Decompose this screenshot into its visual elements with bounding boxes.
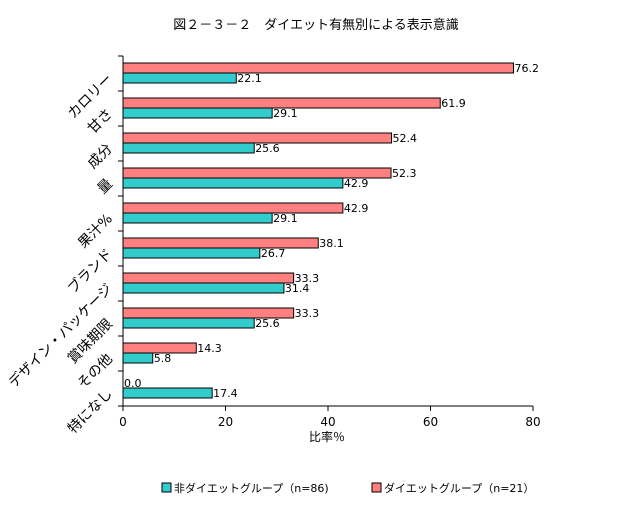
data-label: 42.9 xyxy=(344,177,369,190)
bar xyxy=(122,247,261,259)
legend: 非ダイエットグループ（n=86) ダイエットグループ（n=21） xyxy=(161,481,534,495)
bar xyxy=(122,142,255,154)
bar xyxy=(122,282,285,294)
bar xyxy=(122,212,273,224)
legend-swatch xyxy=(161,482,172,493)
legend-label: 非ダイエットグループ（n=86) xyxy=(174,481,329,495)
data-label: 29.1 xyxy=(273,212,298,225)
bar xyxy=(122,237,319,249)
data-label: 33.3 xyxy=(295,272,320,285)
data-label: 33.3 xyxy=(295,307,320,320)
chart-title: 図２－３－２ ダイエット有無別による表示意識 xyxy=(173,17,458,33)
category-label: 成分 xyxy=(85,141,116,172)
data-label: 29.1 xyxy=(273,107,298,120)
x-tick-label: 20 xyxy=(218,415,233,429)
category-label: 果汁% xyxy=(75,211,116,252)
bar xyxy=(122,97,441,109)
x-axis-label: 比率％ xyxy=(309,429,345,444)
data-label: 14.3 xyxy=(197,342,222,355)
bar xyxy=(122,387,213,399)
legend-label: ダイエットグループ（n=21） xyxy=(384,481,534,495)
data-label: 42.9 xyxy=(344,202,369,215)
data-label: 26.7 xyxy=(261,247,286,260)
data-label: 52.4 xyxy=(393,132,418,145)
data-label: 25.6 xyxy=(255,317,280,330)
bar xyxy=(122,132,393,144)
bar xyxy=(122,342,197,354)
data-label: 5.8 xyxy=(154,352,172,365)
x-tick-label: 80 xyxy=(525,415,540,429)
x-tick-label: 40 xyxy=(320,415,335,429)
data-label: 0.0 xyxy=(124,377,142,390)
category-label: 特になし xyxy=(65,386,116,437)
bar xyxy=(122,352,154,364)
bar xyxy=(122,107,273,119)
category-label: 甘さ xyxy=(85,106,116,137)
data-label: 17.4 xyxy=(213,387,238,400)
bar xyxy=(122,62,515,74)
data-label: 25.6 xyxy=(255,142,280,155)
bar xyxy=(122,177,344,189)
bar xyxy=(122,202,344,214)
data-label: 61.9 xyxy=(441,97,466,110)
data-label: 38.1 xyxy=(319,237,344,250)
data-label: 31.4 xyxy=(285,282,310,295)
x-tick-label: 60 xyxy=(423,415,438,429)
x-tick-label: 0 xyxy=(119,415,127,429)
legend-swatch xyxy=(371,482,382,493)
data-label: 22.1 xyxy=(237,72,262,85)
bar xyxy=(122,317,255,329)
data-label: 76.2 xyxy=(515,62,540,75)
data-label: 52.3 xyxy=(392,167,417,180)
category-label: 量 xyxy=(95,176,116,197)
bar xyxy=(122,72,237,84)
bar xyxy=(122,272,295,284)
